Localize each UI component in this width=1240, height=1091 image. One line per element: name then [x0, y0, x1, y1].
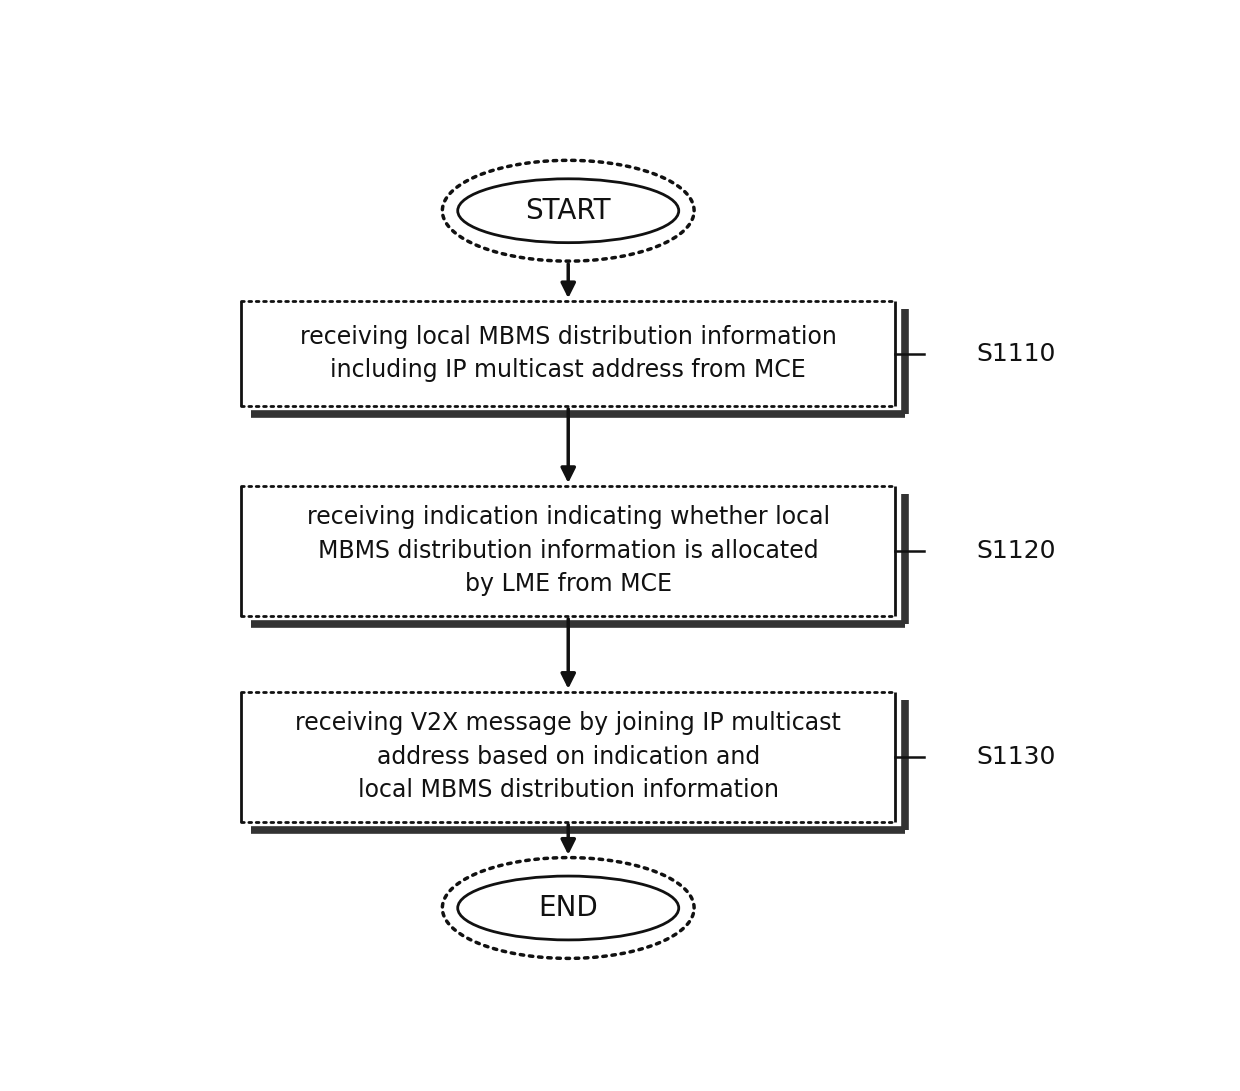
Text: receiving V2X message by joining IP multicast
address based on indication and
lo: receiving V2X message by joining IP mult… — [295, 711, 841, 802]
Text: receiving local MBMS distribution information
including IP multicast address fro: receiving local MBMS distribution inform… — [300, 325, 837, 382]
Text: S1130: S1130 — [977, 745, 1056, 769]
Bar — [242, 692, 895, 822]
Text: S1120: S1120 — [977, 539, 1056, 563]
Ellipse shape — [458, 876, 678, 940]
Bar — [242, 301, 895, 406]
Bar — [242, 485, 895, 616]
Text: END: END — [538, 894, 598, 922]
Text: START: START — [526, 196, 611, 225]
Ellipse shape — [458, 179, 678, 242]
Text: S1110: S1110 — [977, 341, 1056, 365]
Text: receiving indication indicating whether local
MBMS distribution information is a: receiving indication indicating whether … — [306, 505, 830, 597]
